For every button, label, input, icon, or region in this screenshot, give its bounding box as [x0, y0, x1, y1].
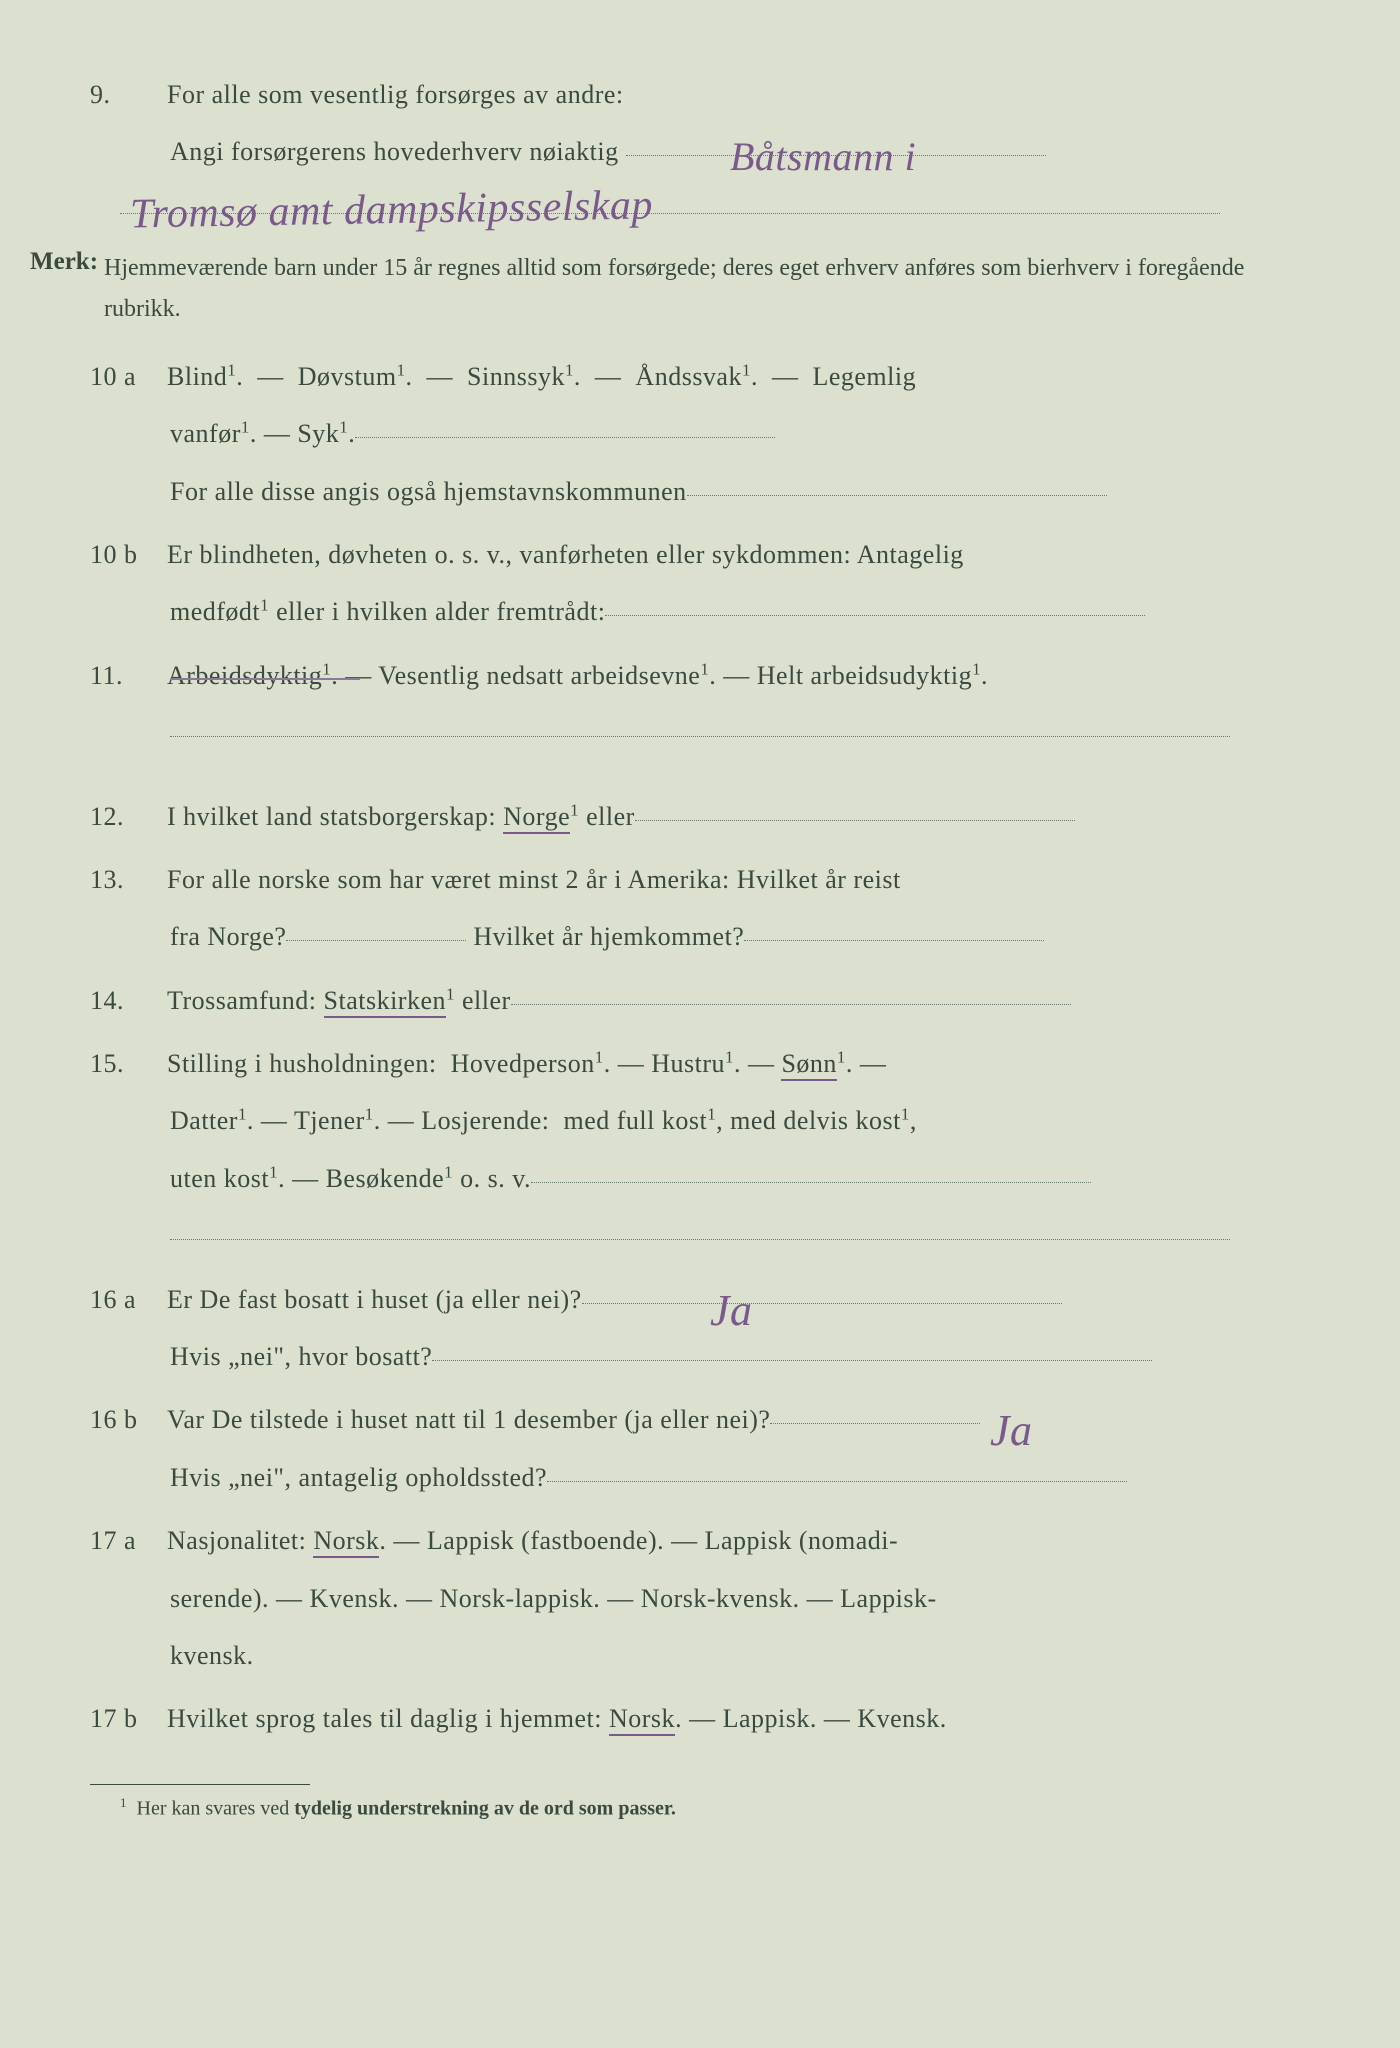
q10a-options-2: vanfør1. — Syk1. — [170, 419, 355, 448]
q16a-number: 16 a — [90, 1275, 160, 1324]
q14-prefix: Trossamfund: — [167, 986, 324, 1015]
q10b-text-2: medfødt1 eller i hvilken alder fremtrådt… — [170, 597, 605, 626]
q17b-number: 17 b — [90, 1694, 160, 1743]
question-10b: 10 b Er blindheten, døvheten o. s. v., v… — [90, 530, 1310, 637]
q12-suffix: eller — [586, 802, 635, 831]
q9-prompt: Angi forsørgerens hovederhverv nøiaktig — [170, 137, 619, 166]
q12-number: 12. — [90, 792, 160, 841]
q14-number: 14. — [90, 976, 160, 1025]
q14-option-statskirken: Statskirken — [324, 986, 447, 1018]
q10a-number: 10 a — [90, 352, 160, 401]
q16b-q1: Var De tilstede i huset natt til 1 desem… — [167, 1405, 770, 1434]
q13-line2b: Hvilket år hjemkommet? — [473, 922, 744, 951]
q15-line1: Stilling i husholdningen: Hovedperson1. … — [167, 1039, 1307, 1088]
q16a-ans1: Ja — [710, 1269, 753, 1353]
q14-suffix: eller — [462, 986, 511, 1015]
q13-number: 13. — [90, 855, 160, 904]
q17a-number: 17 a — [90, 1516, 160, 1565]
q17b-rest: — Lappisk. — Kvensk. — [689, 1704, 947, 1733]
q17b-norsk: Norsk — [609, 1704, 675, 1736]
question-16a: 16 a Er De fast bosatt i huset (ja eller… — [90, 1275, 1310, 1382]
q15-number: 15. — [90, 1039, 160, 1088]
footnote-marker: 1 — [120, 1795, 127, 1810]
question-14: 14. Trossamfund: Statskirken1 eller — [90, 976, 1310, 1025]
q11-number: 11. — [90, 651, 160, 700]
q17a-rest3: kvensk. — [170, 1631, 1310, 1680]
q10b-text-1: Er blindheten, døvheten o. s. v., vanfør… — [167, 530, 1307, 579]
q17a-norsk: Norsk — [313, 1526, 379, 1558]
q17a-rest2: serende). — Kvensk. — Norsk-lappisk. — N… — [170, 1574, 1310, 1623]
q9-answer-2: Tromsø amt dampskipsselskap — [129, 166, 653, 255]
footnote-text: Her kan svares ved tydelig understreknin… — [137, 1797, 676, 1819]
q10a-sub: For alle disse angis også hjemstavnskomm… — [170, 477, 687, 506]
footnote-rule — [90, 1784, 310, 1785]
question-15: 15. Stilling i husholdningen: Hovedperso… — [90, 1039, 1310, 1261]
question-17a: 17 a Nasjonalitet: Norsk. — Lappisk (fas… — [90, 1516, 1310, 1680]
q16b-ans1: Ja — [990, 1389, 1033, 1473]
q16b-number: 16 b — [90, 1395, 160, 1444]
merk-text: Hjemmeværende barn under 15 år regnes al… — [104, 248, 1304, 330]
q15-line2: Datter1. — Tjener1. — Losjerende: med fu… — [170, 1096, 1310, 1145]
q13-line2a: fra Norge? — [170, 922, 286, 951]
q10b-number: 10 b — [90, 530, 160, 579]
q17b-prefix: Hvilket sprog tales til daglig i hjemmet… — [167, 1704, 609, 1733]
question-9: 9. For alle som vesentlig forsørges av a… — [90, 70, 1310, 234]
merk-note: Merk: Hjemmeværende barn under 15 år reg… — [30, 248, 1310, 330]
q12-option-norge: Norge — [503, 802, 570, 834]
merk-label: Merk: — [30, 248, 100, 276]
q12-prefix: I hvilket land statsborgerskap: — [167, 802, 503, 831]
q17a-prefix: Nasjonalitet: — [167, 1526, 313, 1555]
q16a-q1: Er De fast bosatt i huset (ja eller nei)… — [167, 1285, 582, 1314]
q15-line3: uten kost1. — Besøkende1 o. s. v. — [170, 1164, 531, 1193]
q11-underline — [170, 678, 360, 680]
q13-line1: For alle norske som har været minst 2 år… — [167, 855, 1307, 904]
question-11: 11. Arbeidsdyktig1. — Vesentlig nedsatt … — [90, 651, 1310, 758]
question-13: 13. For alle norske som har været minst … — [90, 855, 1310, 962]
q17a-rest1: — Lappisk (fastboende). — Lappisk (nomad… — [393, 1526, 898, 1555]
q11-text: Arbeidsdyktig1. — Vesentlig nedsatt arbe… — [167, 651, 1307, 700]
question-12: 12. I hvilket land statsborgerskap: Norg… — [90, 792, 1310, 841]
q9-number: 9. — [90, 70, 160, 119]
q16b-q2: Hvis „nei", antagelig opholdssted? — [170, 1463, 547, 1492]
question-17b: 17 b Hvilket sprog tales til daglig i hj… — [90, 1694, 1310, 1743]
q16a-q2: Hvis „nei", hvor bosatt? — [170, 1342, 432, 1371]
question-16b: 16 b Var De tilstede i huset natt til 1 … — [90, 1395, 1310, 1502]
footnote: 1 Her kan svares ved tydelig understrekn… — [120, 1795, 1310, 1821]
question-10a: 10 a Blind1. — Døvstum1. — Sinnssyk1. — … — [90, 352, 1310, 516]
q10a-options: Blind1. — Døvstum1. — Sinnssyk1. — Åndss… — [167, 362, 916, 391]
q9-heading: For alle som vesentlig forsørges av andr… — [167, 70, 1307, 119]
